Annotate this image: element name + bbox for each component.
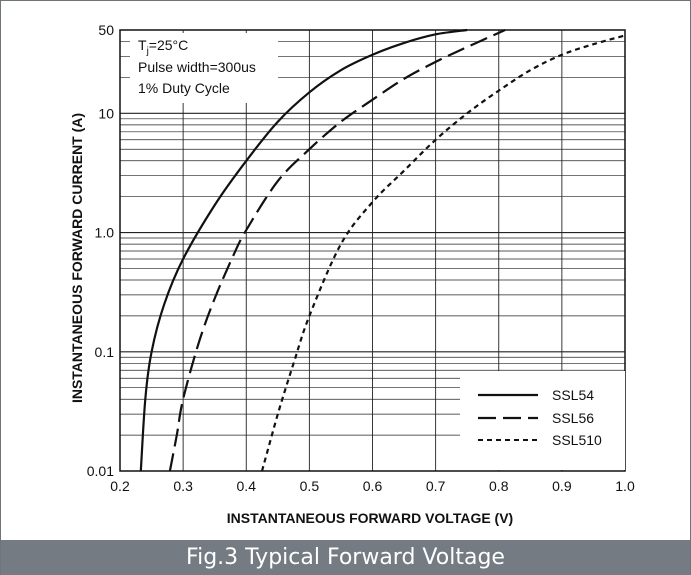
forward-voltage-chart: 0.2 0.3 0.4 0.5 0.6 0.7 0.8 0.9 1.0 0.01 0.1 1.0 10 5…	[69, 22, 635, 526]
x-tick-label: 1.0	[615, 478, 635, 494]
x-axis-title: INSTANTANEOUS FORWARD VOLTAGE (V)	[227, 510, 513, 526]
y-tick-label: 50	[98, 22, 114, 38]
annotation-line-2: Pulse width=300us	[138, 59, 256, 75]
legend-label-ssl54: SSL54	[552, 387, 594, 403]
y-tick-label: 0.01	[87, 463, 114, 479]
legend: SSL54 SSL56 SSL510	[460, 371, 625, 470]
y-axis-title: INSTANTANEOUS FORWARD CURRENT (A)	[69, 113, 85, 403]
x-tick-label: 0.5	[300, 478, 320, 494]
x-tick-label: 0.9	[552, 478, 572, 494]
x-tick-label: 0.8	[489, 478, 509, 494]
tick-labels: 0.2 0.3 0.4 0.5 0.6 0.7 0.8 0.9 1.0 0.01 0.1 1.0 10 5…	[87, 22, 635, 494]
x-tick-label: 0.6	[363, 478, 383, 494]
legend-label-ssl510: SSL510	[552, 432, 602, 448]
conditions-annotation: Tj=25°C Pulse width=300us 1% Duty Cycle	[130, 33, 278, 103]
series-line-ssl510	[260, 34, 626, 472]
y-tick-label: 1.0	[95, 225, 115, 241]
annotation-line-3: 1% Duty Cycle	[138, 80, 230, 96]
series-line-ssl56	[168, 28, 506, 472]
series-line-ssl54	[139, 28, 468, 472]
annotation-background	[130, 33, 278, 103]
x-tick-label: 0.4	[237, 478, 257, 494]
legend-background	[460, 371, 625, 470]
y-tick-label: 10	[98, 105, 114, 121]
figure-caption-text: Fig.3 Typical Forward Voltage	[186, 545, 505, 570]
x-tick-label: 0.2	[110, 478, 130, 494]
y-tick-label: 0.1	[95, 344, 115, 360]
figure-caption: Fig.3 Typical Forward Voltage	[1, 540, 690, 575]
plot-border	[119, 29, 626, 472]
x-tick-label: 0.3	[173, 478, 193, 494]
legend-label-ssl56: SSL56	[552, 410, 594, 426]
annotation-line-1: Tj=25°C	[138, 37, 188, 57]
x-tick-label: 0.7	[426, 478, 446, 494]
series-group	[139, 28, 626, 472]
